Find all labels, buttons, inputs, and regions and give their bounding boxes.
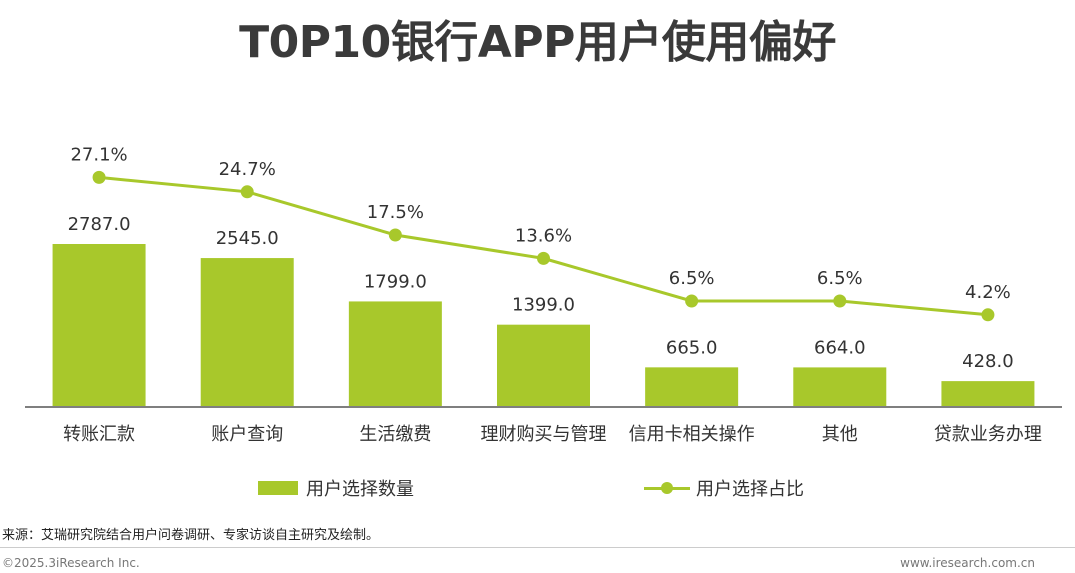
share-point-4 [685, 294, 699, 308]
combo-chart: 2787.0 转账汇款 2545.0 账户查询 1799.0 生活缴费 1399.0 理财购买… [25, 144, 1062, 445]
bar-6 [941, 381, 1035, 406]
share-label-0: 27.1% [70, 144, 127, 165]
bars-layer [52, 244, 1035, 406]
bar-1 [200, 258, 294, 406]
source-note: 来源：艾瑞研究院结合用户问卷调研、专家访谈自主研究及绘制。 [2, 528, 380, 543]
bar-label-1: 2545.0 [216, 228, 279, 249]
legend-item-bar: 用户选择数量 [258, 476, 414, 500]
line-layer [92, 170, 995, 322]
share-point-0 [92, 170, 106, 184]
bar-2 [348, 301, 442, 406]
category-label-5: 其他 [822, 424, 858, 445]
bar-3 [497, 324, 590, 406]
share-label-2: 17.5% [367, 202, 424, 223]
copyright-text: ©2025.3iResearch Inc. [2, 556, 140, 570]
category-label-3: 理财购买与管理 [481, 424, 607, 445]
share-point-6 [981, 308, 995, 322]
share-label-4: 6.5% [669, 268, 715, 289]
share-point-1 [240, 185, 254, 199]
bar-label-6: 428.0 [962, 351, 1014, 372]
legend-bar-swatch [258, 481, 298, 495]
category-label-1: 账户查询 [211, 424, 283, 445]
category-label-0: 转账汇款 [63, 424, 135, 445]
bar-label-5: 664.0 [814, 337, 866, 358]
legend-item-line: 用户选择占比 [644, 476, 804, 500]
category-label-2: 生活缴费 [359, 424, 431, 445]
share-label-3: 13.6% [515, 225, 572, 246]
legend-line-label: 用户选择占比 [696, 479, 804, 500]
bar-4 [645, 367, 739, 406]
chart-title: T0P10银行APP用户使用偏好 [239, 17, 836, 68]
footer-divider [0, 547, 1075, 548]
share-point-3 [537, 251, 550, 265]
category-label-6: 贷款业务办理 [934, 424, 1042, 445]
bar-5 [793, 367, 887, 406]
category-label-4: 信用卡相关操作 [629, 424, 755, 445]
bar-label-3: 1399.0 [512, 295, 575, 316]
share-label-5: 6.5% [817, 268, 863, 289]
bar-0 [52, 244, 146, 406]
legend-bar-label: 用户选择数量 [306, 479, 414, 500]
share-label-1: 24.7% [219, 159, 276, 180]
bar-label-2: 1799.0 [364, 271, 427, 292]
share-point-5 [833, 294, 847, 308]
bar-label-0: 2787.0 [68, 214, 131, 235]
labels-layer: 2787.0 转账汇款 2545.0 账户查询 1799.0 生活缴费 1399.0 理财购买… [63, 144, 1042, 445]
bar-label-4: 665.0 [666, 337, 718, 358]
legend-line-swatch [644, 481, 690, 495]
share-label-6: 4.2% [965, 282, 1011, 303]
share-point-2 [388, 228, 402, 242]
website-link[interactable]: www.iresearch.com.cn [900, 556, 1035, 570]
